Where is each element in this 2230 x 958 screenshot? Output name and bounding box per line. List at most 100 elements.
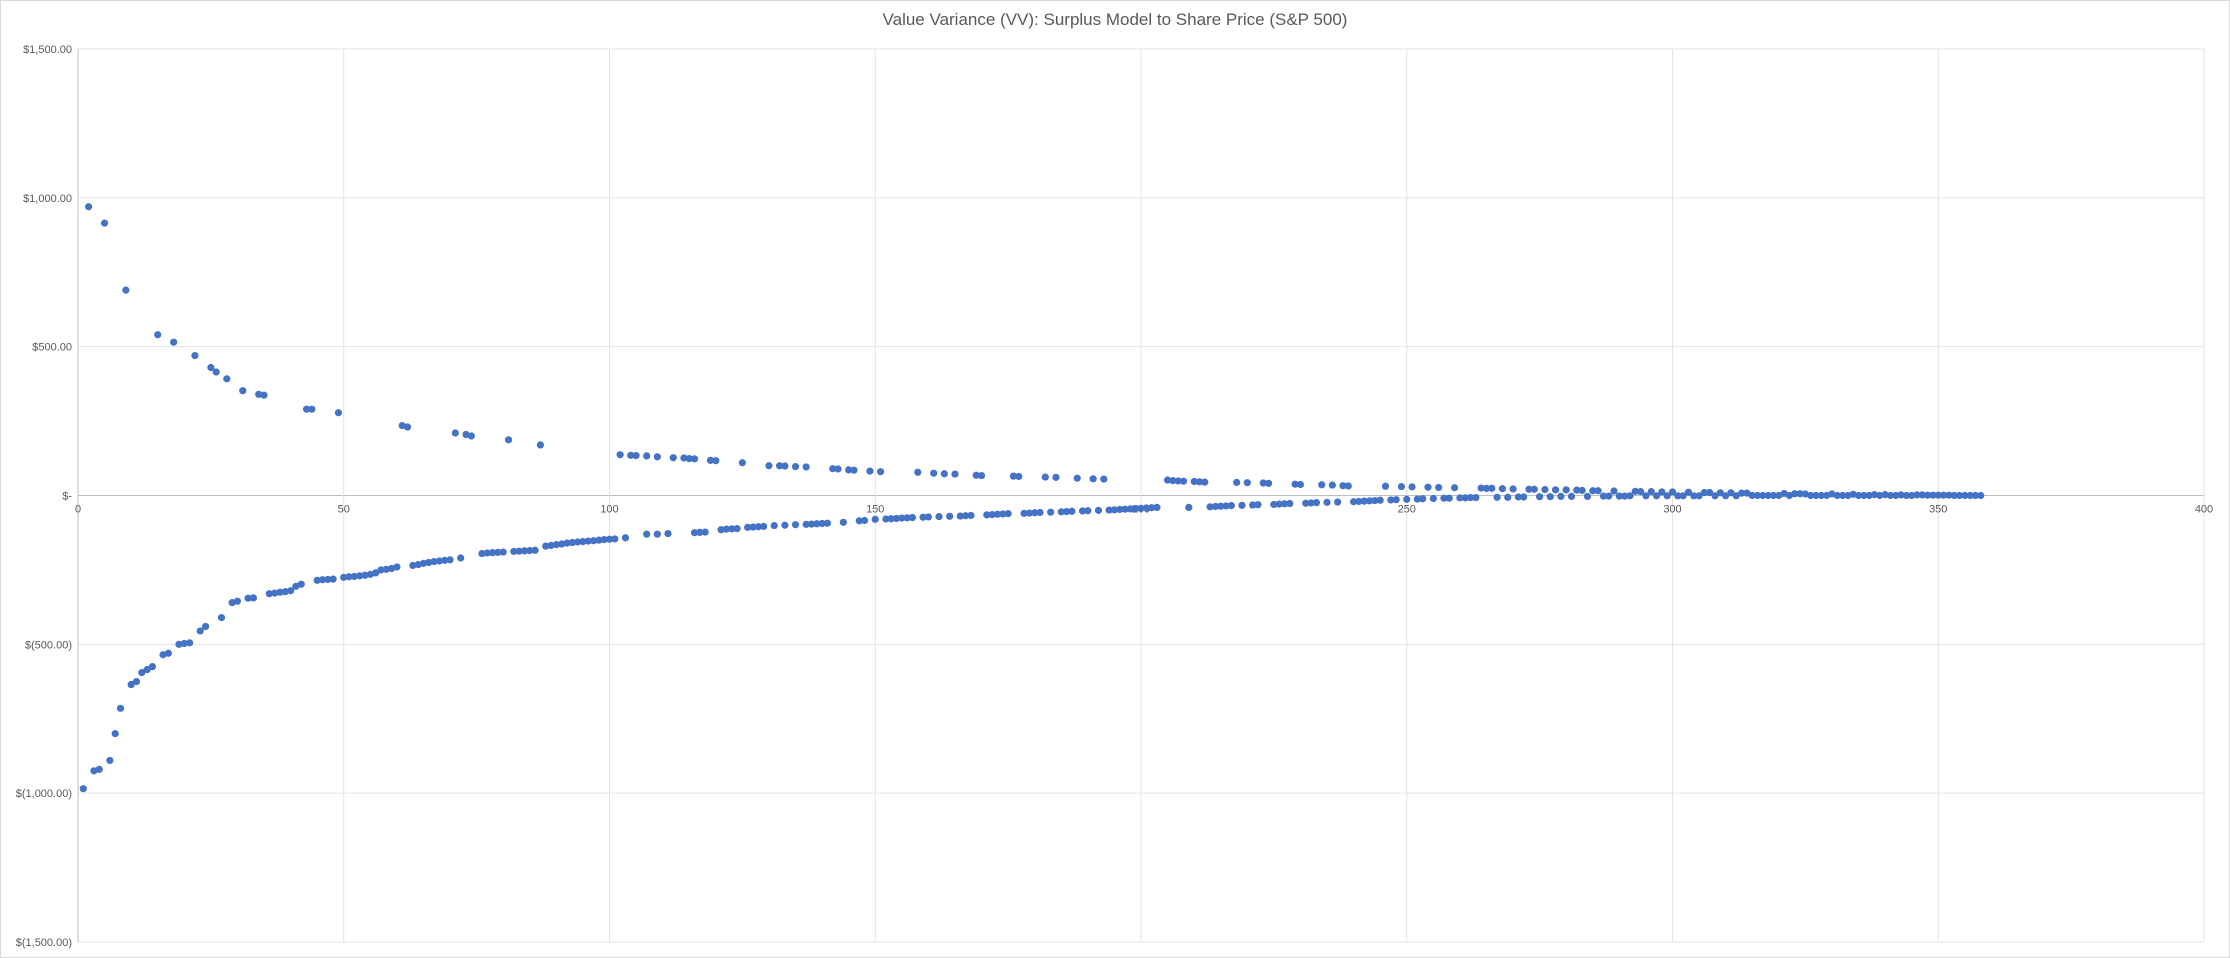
data-point [988,510,996,519]
data-point [1971,491,1980,500]
data-point [164,649,172,657]
data-point [775,462,784,470]
data-point [1185,503,1193,512]
data-point [1668,488,1677,496]
data-point [1892,491,1900,500]
data-point [1631,487,1639,495]
data-point [1233,478,1241,487]
data-point [430,557,438,566]
data-point [1073,474,1081,482]
data-point [749,523,757,531]
data-point [1307,499,1315,507]
data-point [1785,491,1794,500]
y-tick-label: $(500.00) [25,639,72,651]
data-point [977,471,986,480]
data-point [791,463,800,471]
data-point [1865,491,1873,500]
data-point [1626,492,1634,500]
data-point [781,462,789,470]
data-point [170,338,178,346]
x-tick-label: 100 [600,504,618,516]
data-point [435,557,444,565]
data-point [887,515,895,523]
data-point [584,537,592,545]
data-point [85,203,93,211]
data-point [1674,492,1682,500]
data-point [1206,503,1214,511]
data-point [1567,492,1576,500]
data-point [393,563,401,571]
data-point [903,514,911,522]
data-point [1913,491,1921,499]
data-point [244,594,252,602]
data-point [281,588,289,596]
data-point [324,575,332,584]
data-point [1950,491,1958,500]
data-point [1413,495,1421,503]
data-point [1020,509,1028,517]
data-point [1291,480,1299,488]
data-point [1727,489,1735,497]
data-point [1684,488,1693,496]
y-tick-label: $500.00 [32,342,72,354]
data-point [212,368,220,376]
data-point [919,513,927,521]
data-point [1089,475,1097,483]
data-point [1934,491,1942,499]
data-point [1222,502,1230,510]
data-point [1860,491,1868,500]
data-point [1116,505,1124,514]
data-point [122,286,130,294]
data-point [664,530,672,538]
data-point [1759,491,1767,500]
y-tick-label: $(1,000.00) [16,788,72,800]
data-point [196,627,204,635]
data-point [249,594,257,602]
data-point [1270,500,1278,509]
data-point [1732,492,1740,500]
data-point [876,468,885,476]
data-point [1126,505,1134,513]
data-point [1764,491,1772,500]
data-point [100,219,109,227]
data-point [334,409,343,417]
data-point [542,542,550,550]
data-point [579,538,587,546]
data-point [451,429,459,437]
data-point [175,640,183,648]
data-point [1876,491,1884,500]
data-point [1812,491,1820,500]
data-point [154,331,162,339]
data-point [1817,491,1825,500]
data-point [457,554,465,562]
data-point [1238,501,1246,509]
data-point [1323,498,1331,506]
data-point [1939,491,1948,499]
data-point [1706,488,1714,497]
data-point [1647,488,1655,496]
data-point [1578,486,1586,495]
data-point [1530,485,1538,493]
data-point [1541,485,1549,494]
data-point [1041,473,1049,481]
data-point [733,524,741,533]
data-point [696,528,704,537]
data-point [1148,504,1156,512]
data-point [1488,484,1496,492]
data-point [611,535,619,543]
data-point [563,539,571,547]
data-point [701,528,709,536]
data-point [589,537,598,545]
data-point [1047,508,1055,516]
data-point [1929,491,1937,499]
data-point [1977,491,1985,500]
data-point [1748,491,1756,500]
data-point [1169,477,1177,485]
data-point [1637,488,1645,496]
data-point [972,471,980,479]
data-point [313,576,321,584]
data-point [1700,488,1708,497]
data-point [1583,492,1592,500]
data-point [558,540,566,548]
